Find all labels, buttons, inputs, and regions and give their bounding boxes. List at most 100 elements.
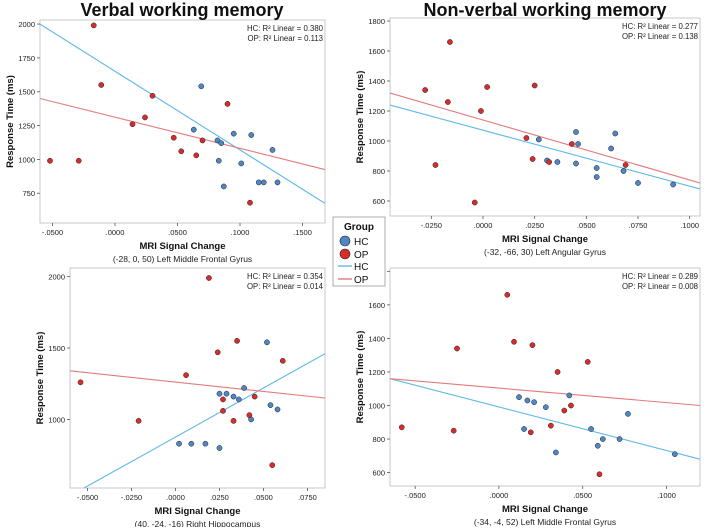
- data-point-op: [529, 342, 536, 348]
- plot-area: [69, 267, 326, 489]
- legend-line-label-hc: HC: [354, 262, 368, 273]
- data-point-op: [279, 358, 286, 364]
- chart-title: Non-verbal working memory: [423, 0, 666, 20]
- legend-line-label-op: OP: [354, 275, 369, 286]
- data-point-hc: [553, 449, 559, 456]
- data-point-op: [529, 156, 536, 162]
- fit-line-op: [390, 378, 700, 407]
- data-point-hc: [542, 404, 549, 411]
- x-tick-label: .0250: [525, 221, 544, 230]
- data-point-op: [450, 427, 457, 434]
- x-tick-label: .0750: [298, 493, 317, 502]
- panel-non-verbal-working-memory: Non-verbal working memory 600 800 1000 1200 1…: [355, 0, 701, 257]
- data-point-hc: [599, 436, 606, 442]
- data-point-hc: [220, 183, 227, 190]
- fit-line-op: [40, 97, 325, 171]
- data-point-op: [584, 359, 591, 365]
- data-point-op: [77, 379, 84, 386]
- data-point-op: [149, 92, 156, 99]
- legend-label-op: OP: [354, 250, 369, 261]
- data-point-op: [447, 39, 453, 45]
- x-tick-label: .0500: [168, 228, 187, 237]
- r-squared-op: OP: R² Linear = 0.014: [247, 282, 324, 291]
- x-tick-label: .0000: [490, 491, 509, 500]
- data-point-op: [546, 159, 552, 165]
- y-axis-label: Response Time (ms): [5, 75, 16, 168]
- y-tick-label: 750: [22, 189, 35, 198]
- data-point-op: [554, 369, 561, 375]
- fit-line-hc: [40, 23, 325, 204]
- y-tick-label: 2000: [18, 20, 35, 29]
- data-point-op: [129, 121, 136, 128]
- data-point-hc: [516, 394, 522, 400]
- panel-left-middle-frontal-gyrus: 60080010001200140016001800-.0500.0000.05…: [355, 267, 701, 527]
- data-point-op: [484, 84, 490, 90]
- data-point-hc: [573, 160, 579, 167]
- data-point-op: [454, 345, 460, 352]
- data-point-hc: [230, 130, 237, 137]
- data-point-hc: [593, 174, 600, 180]
- data-point-op: [170, 134, 177, 141]
- region-caption: (-28, 0, 50) Left Middle Frontal Gyrus: [113, 254, 252, 264]
- r-squared-op: OP: R² Linear = 0.113: [248, 34, 323, 43]
- data-point-op: [234, 338, 240, 344]
- x-tick-label: -.0500: [404, 491, 425, 500]
- x-tick-label: .0000: [166, 493, 185, 502]
- data-point-op: [269, 462, 276, 468]
- y-tick-label: 600: [372, 469, 385, 478]
- data-point-hc: [216, 445, 223, 451]
- y-tick-label: 1750: [18, 54, 35, 63]
- x-axis-label: MRI Signal Change: [502, 234, 588, 245]
- data-point-hc: [616, 436, 623, 442]
- data-point-op: [568, 402, 574, 409]
- data-point-hc: [202, 440, 209, 447]
- y-tick-label: 800: [372, 435, 385, 444]
- fit-line-hc: [390, 104, 700, 190]
- y-tick-label: 1200: [368, 107, 385, 116]
- data-point-hc: [625, 411, 631, 417]
- data-point-hc: [188, 440, 195, 447]
- plot-area: [389, 17, 701, 217]
- data-point-op: [75, 157, 82, 164]
- data-point-hc: [230, 393, 237, 400]
- data-point-hc: [672, 451, 678, 457]
- data-point-op: [214, 349, 221, 356]
- data-point-op: [471, 199, 478, 206]
- data-point-hc: [521, 426, 527, 432]
- data-point-hc: [198, 83, 205, 90]
- data-point-hc: [566, 392, 573, 399]
- y-tick-label: 800: [372, 167, 385, 176]
- data-point-op: [596, 471, 603, 478]
- y-tick-label: 1500: [18, 88, 35, 97]
- data-point-hc: [255, 179, 262, 186]
- r-squared-op: OP: R² Linear = 0.008: [622, 282, 698, 291]
- r-squared-hc: HC: R² Linear = 0.277: [622, 22, 698, 31]
- data-point-hc: [608, 145, 614, 152]
- data-point-hc: [238, 160, 245, 167]
- data-point-hc: [216, 390, 223, 397]
- data-point-op: [247, 199, 253, 206]
- data-point-op: [220, 408, 226, 414]
- x-tick-label: .1500: [293, 228, 312, 237]
- x-axis-label: MRI Signal Change: [502, 504, 588, 515]
- data-point-hc: [524, 397, 531, 404]
- region-caption: (40, -24, -16) Right Hippocampus: [135, 519, 261, 527]
- data-point-hc: [190, 126, 197, 133]
- fit-line-hc: [390, 378, 700, 460]
- data-point-op: [398, 424, 405, 431]
- legend-marker-hc: [339, 235, 351, 247]
- data-point-hc: [635, 180, 641, 186]
- x-tick-label: .0500: [254, 493, 273, 502]
- data-point-op: [622, 162, 629, 168]
- r-squared-hc: HC: R² Linear = 0.380: [247, 24, 324, 33]
- data-point-hc: [235, 396, 242, 403]
- data-point-hc: [573, 129, 579, 135]
- data-point-hc: [269, 147, 276, 153]
- data-point-op: [422, 87, 428, 93]
- data-point-hc: [531, 399, 537, 406]
- y-tick-label: 1250: [18, 122, 35, 131]
- data-point-hc: [612, 130, 619, 137]
